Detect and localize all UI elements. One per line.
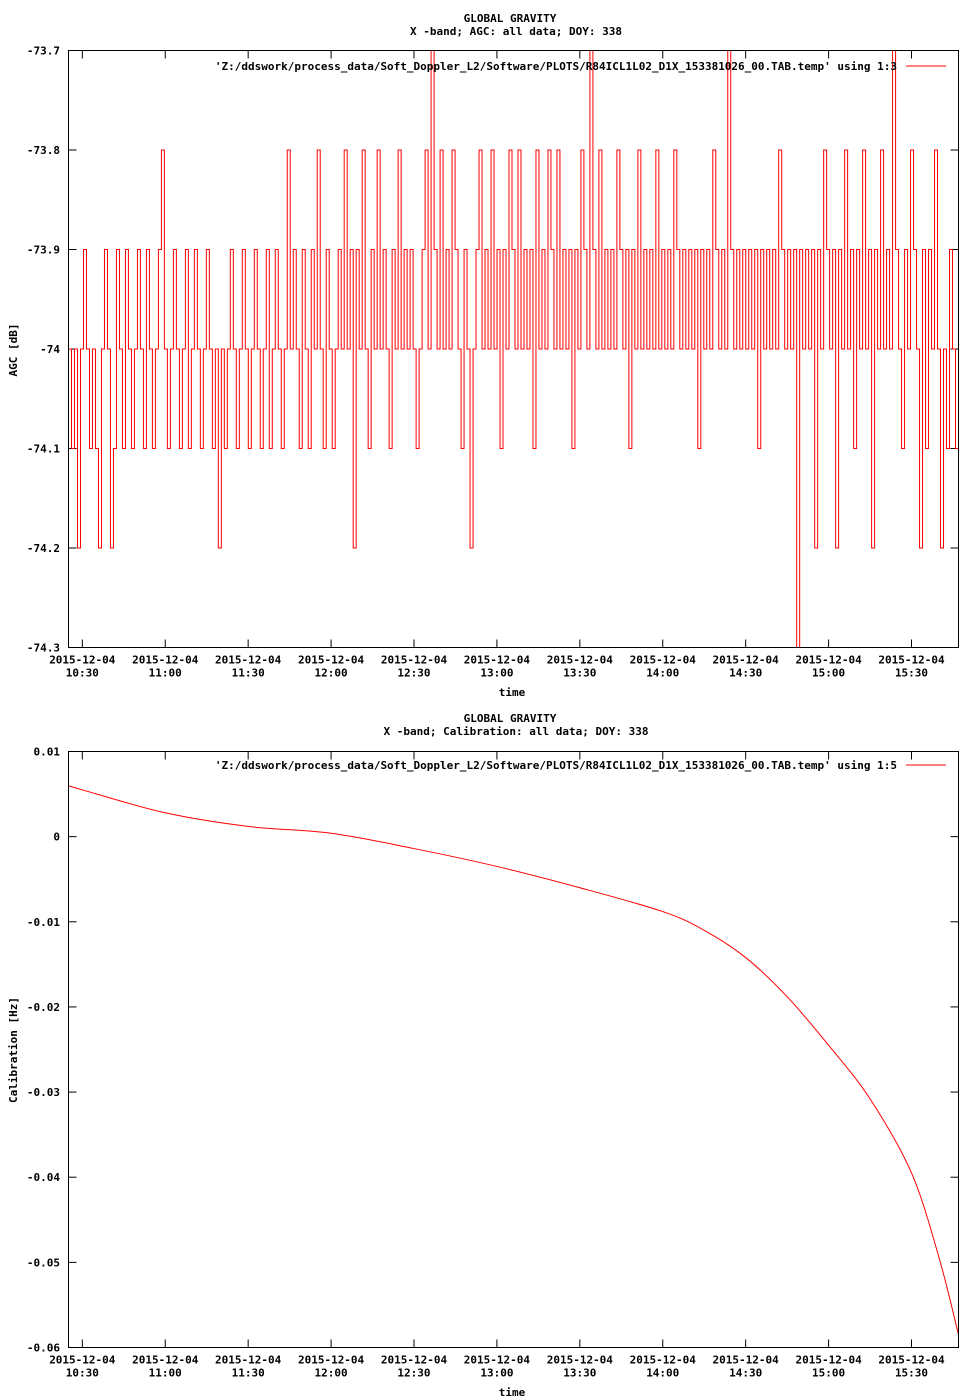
calibration-chart-subtitle: X -band; Calibration: all data; DOY: 338	[384, 725, 649, 738]
calibration-chart: GLOBAL GRAVITY X -band; Calibration: all…	[7, 712, 959, 1399]
agc-x-tick-time: 15:30	[895, 667, 928, 680]
calibration-x-tick-date: 2015-12-04	[630, 1354, 697, 1367]
calibration-chart-title: GLOBAL GRAVITY	[464, 712, 557, 725]
calibration-series-line	[68, 785, 959, 1335]
agc-x-tick-time: 14:30	[729, 667, 762, 680]
agc-x-tick-date: 2015-12-04	[878, 654, 945, 667]
agc-y-tick-label: -74.2	[27, 542, 60, 555]
calibration-y-tick-label: -0.05	[27, 1256, 60, 1269]
agc-series-line	[68, 50, 959, 648]
agc-y-axis-label: AGC [dB]	[7, 324, 20, 377]
agc-x-tick-time: 11:30	[232, 667, 265, 680]
agc-series	[68, 50, 959, 648]
calibration-x-tick-date: 2015-12-04	[215, 1354, 282, 1367]
agc-y-tick-label: -74	[40, 343, 60, 356]
calibration-x-tick-date: 2015-12-04	[547, 1354, 614, 1367]
calibration-x-tick-time: 11:00	[149, 1367, 182, 1380]
agc-chart-subtitle: X -band; AGC: all data; DOY: 338	[410, 25, 622, 38]
calibration-x-tick-time: 13:30	[563, 1367, 596, 1380]
agc-x-tick-date: 2015-12-04	[547, 654, 614, 667]
agc-x-tick-date: 2015-12-04	[49, 654, 116, 667]
calibration-x-tick-date: 2015-12-04	[878, 1354, 945, 1367]
agc-y-tick-label: -74.3	[27, 642, 60, 655]
calibration-y-tick-label: -0.01	[27, 916, 60, 929]
agc-chart: GLOBAL GRAVITY X -band; AGC: all data; D…	[7, 12, 959, 699]
calibration-x-tick-time: 15:00	[812, 1367, 845, 1380]
agc-x-tick-time: 14:00	[646, 667, 679, 680]
calibration-plot-frame	[68, 751, 959, 1348]
agc-x-tick-time: 10:30	[66, 667, 99, 680]
agc-y-tick-label: -73.9	[27, 244, 60, 257]
agc-x-tick-date: 2015-12-04	[795, 654, 862, 667]
agc-y-tick-label: -73.8	[27, 144, 60, 157]
agc-x-tick-time: 13:30	[563, 667, 596, 680]
calibration-y-tick-label: 0	[53, 831, 60, 844]
agc-x-tick-date: 2015-12-04	[298, 654, 365, 667]
calibration-x-tick-time: 11:30	[232, 1367, 265, 1380]
calibration-y-tick-label: 0.01	[34, 746, 61, 759]
calibration-y-tick-label: -0.02	[27, 1001, 60, 1014]
calibration-x-tick-time: 13:00	[480, 1367, 513, 1380]
agc-x-axis-label: time	[499, 686, 526, 699]
calibration-x-axis-label: time	[499, 1386, 526, 1399]
calibration-x-tick-date: 2015-12-04	[795, 1354, 862, 1367]
calibration-x-tick-time: 14:00	[646, 1367, 679, 1380]
calibration-series	[68, 785, 959, 1335]
calibration-x-tick-time: 12:00	[315, 1367, 348, 1380]
agc-x-tick-time: 11:00	[149, 667, 182, 680]
calibration-x-tick-date: 2015-12-04	[132, 1354, 199, 1367]
calibration-legend-label: 'Z:/ddswork/process_data/Soft_Doppler_L2…	[215, 759, 897, 772]
agc-x-tick-date: 2015-12-04	[713, 654, 780, 667]
calibration-x-tick-time: 14:30	[729, 1367, 762, 1380]
calibration-x-tick-time: 15:30	[895, 1367, 928, 1380]
calibration-x-tick-date: 2015-12-04	[381, 1354, 448, 1367]
agc-legend-label: 'Z:/ddswork/process_data/Soft_Doppler_L2…	[215, 60, 897, 73]
agc-chart-title: GLOBAL GRAVITY	[464, 12, 557, 25]
agc-y-tick-label: -74.1	[27, 443, 60, 456]
agc-x-tick-time: 15:00	[812, 667, 845, 680]
agc-x-tick-date: 2015-12-04	[215, 654, 282, 667]
calibration-x-tick-date: 2015-12-04	[49, 1354, 116, 1367]
calibration-y-tick-label: -0.03	[27, 1086, 60, 1099]
calibration-x-tick-date: 2015-12-04	[464, 1354, 531, 1367]
calibration-y-axis-label: Calibration [Hz]	[7, 997, 20, 1103]
calibration-legend: 'Z:/ddswork/process_data/Soft_Doppler_L2…	[215, 759, 946, 772]
calibration-y-tick-label: -0.06	[27, 1342, 60, 1355]
agc-x-tick-time: 12:30	[397, 667, 430, 680]
agc-legend: 'Z:/ddswork/process_data/Soft_Doppler_L2…	[215, 60, 946, 73]
calibration-x-tick-time: 12:30	[397, 1367, 430, 1380]
agc-plot-frame	[68, 50, 959, 648]
calibration-x-tick-date: 2015-12-04	[298, 1354, 365, 1367]
agc-y-tick-label: -73.7	[27, 45, 60, 58]
calibration-axis-ticks: 0.010-0.01-0.02-0.03-0.04-0.05-0.062015-…	[27, 746, 959, 1380]
agc-x-tick-date: 2015-12-04	[381, 654, 448, 667]
calibration-y-tick-label: -0.04	[27, 1171, 60, 1184]
agc-axis-ticks: -73.7-73.8-73.9-74-74.1-74.2-74.32015-12…	[27, 45, 959, 680]
agc-x-tick-time: 13:00	[480, 667, 513, 680]
agc-x-tick-date: 2015-12-04	[464, 654, 531, 667]
agc-x-tick-date: 2015-12-04	[132, 654, 199, 667]
calibration-x-tick-time: 10:30	[66, 1367, 99, 1380]
calibration-x-tick-date: 2015-12-04	[713, 1354, 780, 1367]
agc-x-tick-time: 12:00	[315, 667, 348, 680]
agc-x-tick-date: 2015-12-04	[630, 654, 697, 667]
